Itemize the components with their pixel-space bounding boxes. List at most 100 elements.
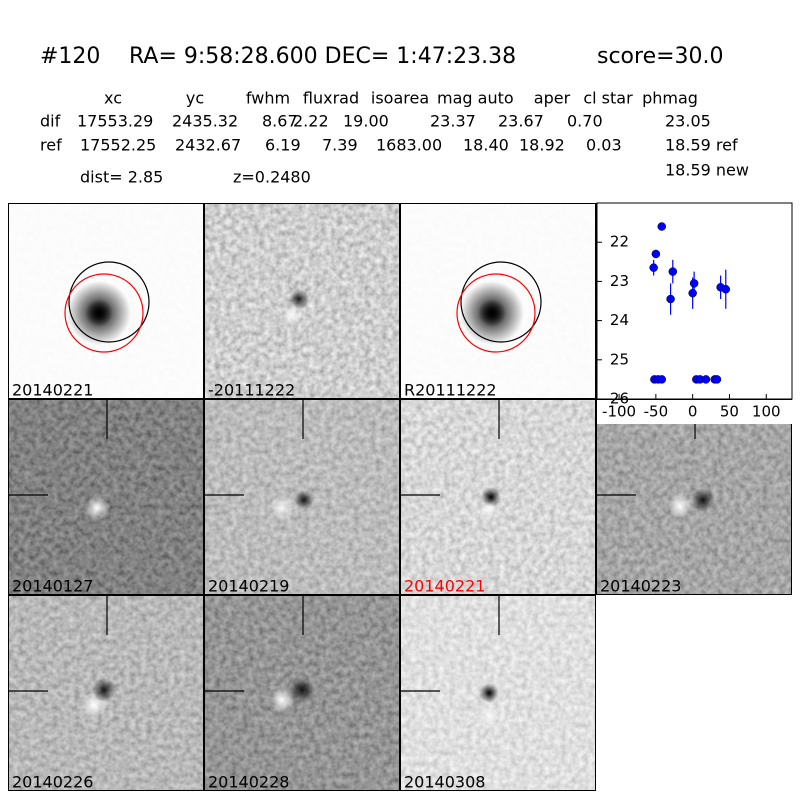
source-blob [479,706,499,726]
column-header: mag auto [437,89,514,108]
source-blob [668,494,692,518]
data-point [701,375,711,384]
data-point [721,284,731,294]
panel-label: -20111222 [208,381,295,400]
panel-label: 20140221 [12,381,93,400]
table-cell: 18.40 [463,136,509,155]
panel-border [204,203,400,399]
source-blob [289,289,309,309]
table-cell: 0.70 [567,112,603,131]
y-tick-label: 24 [610,311,629,329]
table-cell: 23.05 [665,112,711,131]
data-point [688,288,697,298]
table-cell: 7.39 [322,136,358,155]
image-panel: 20140228 [204,595,400,792]
plot-area [596,202,793,400]
column-header: phmag [642,89,698,108]
panel-label: 20140308 [404,773,485,792]
panel-image [8,399,204,595]
aperture-new [64,273,144,353]
source-blob [691,488,715,512]
image-panel: -20111222 [204,203,400,400]
x-tick-label: -50 [644,403,669,421]
data-point [649,263,658,272]
candidate-id: #120 [40,44,100,69]
source-blob [85,496,109,520]
panel-border [8,595,204,791]
score: score=30.0 [597,44,724,69]
image-panel: 20140127 [8,399,204,596]
x-tick-label: 50 [720,403,739,421]
source-blob [289,677,315,703]
panel-border [400,399,596,595]
column-header: aper [534,89,571,108]
image-panel: 20140308 [400,595,596,792]
source-blob [294,490,314,510]
x-tick-label: 100 [752,403,781,421]
column-header: xc [104,89,122,108]
table-cell: 0.03 [586,136,622,155]
data-point [712,375,722,384]
source-blob [282,305,302,325]
tick-label-band [597,400,792,424]
phmag-new: 18.59 new [665,161,749,180]
panel-label: 20140228 [208,773,289,792]
source-blob [479,683,499,703]
table-cell: 6.19 [265,136,301,155]
column-header: fwhm [246,89,290,108]
aperture-ref [68,261,150,343]
panel-label: R20111222 [404,381,497,400]
data-point [666,294,675,304]
table-cell: 19.00 [343,112,389,131]
distance: dist= 2.85 [80,168,163,187]
x-tick-label: -100 [602,403,636,421]
panel-label: 20140127 [12,577,93,596]
image-panel: 20140223 [596,399,792,596]
table-cell: 17553.29 [77,112,153,131]
table-cell: 18.92 [519,136,565,155]
column-header: isoarea [371,89,429,108]
table-cell: ref [40,136,62,155]
y-tick-label: 23 [610,272,629,290]
table-cell: dif [40,112,61,131]
column-header: yc [186,89,204,108]
image-panel: 20140226 [8,595,204,792]
data-point [657,375,667,384]
source-blob [270,688,294,712]
coordinates: RA= 9:58:28.600 DEC= 1:47:23.38 [129,44,516,69]
table-cell: 17552.25 [80,136,156,155]
data-point [668,267,678,276]
panel-border [204,399,400,595]
panel-label: 20140221 [404,577,485,596]
source-blob [92,678,116,702]
source-blob [479,501,497,519]
image-panel: 20140221 [400,399,596,596]
image-panel: 20140219 [204,399,400,596]
panel-label: 20140219 [208,577,289,596]
source-blob [478,299,506,327]
image-panel: 20140221 [8,203,204,400]
panel-border [400,203,596,399]
image-panel: R20111222 [400,203,596,400]
data-point [657,222,667,231]
table-cell: 23.37 [430,112,476,131]
table-cell: 1683.00 [376,136,442,155]
y-tick-label: 22 [610,233,629,251]
panel-label: 20140226 [12,773,93,792]
aperture-ref [460,261,542,343]
table-cell: 23.67 [498,112,544,131]
table-cell: 2.22 [293,112,329,131]
data-point [651,249,661,259]
table-cell: 18.59 ref [665,136,738,155]
source-blob [270,496,294,520]
aperture-new [456,273,536,353]
table-cell: 8.67 [262,112,298,131]
panel-label: 20140223 [600,577,681,596]
column-header: fluxrad [303,89,359,108]
panel-border [400,595,596,791]
panel-border [204,595,400,791]
table-cell: 2432.67 [175,136,241,155]
y-tick-label: 25 [610,350,629,368]
panel-border [8,203,204,399]
